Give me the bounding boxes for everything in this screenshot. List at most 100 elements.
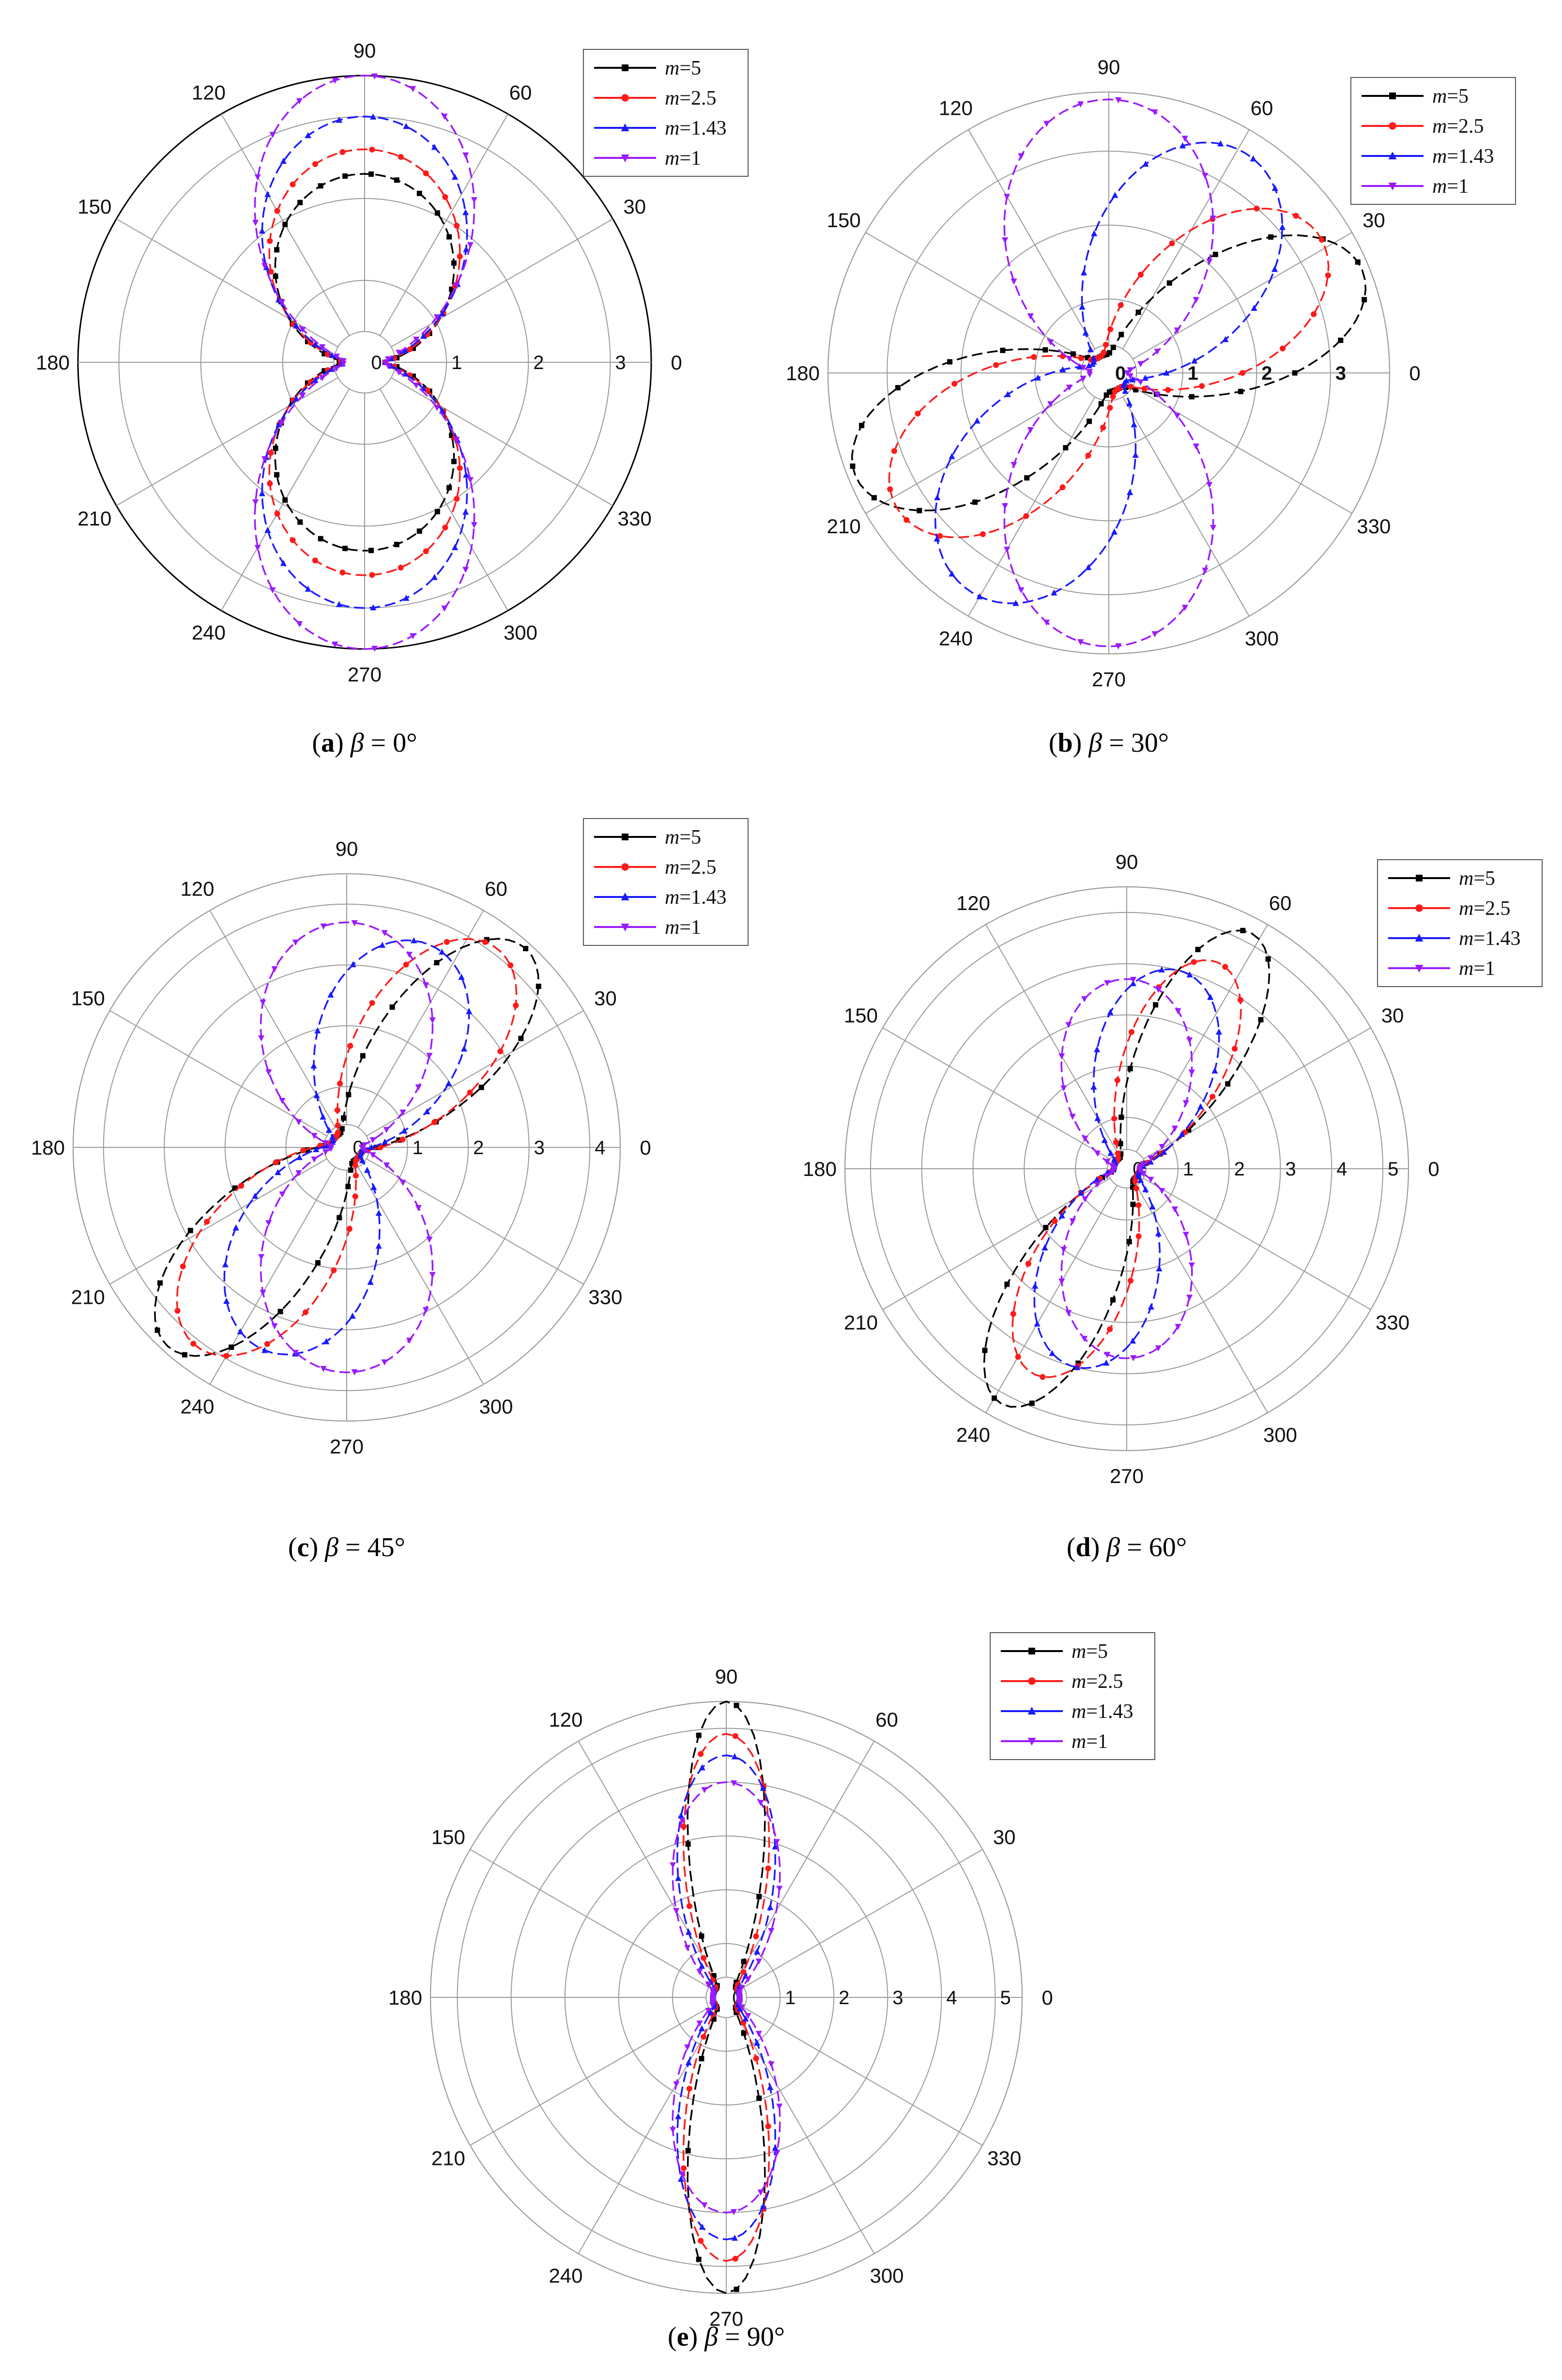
legend-label: m=1.43 (1072, 1700, 1133, 1723)
data-point (773, 2150, 781, 2157)
data-point (1040, 1374, 1046, 1380)
data-point (336, 116, 343, 123)
data-point (685, 1841, 691, 1847)
legend-marker (621, 155, 629, 163)
data-point (1137, 361, 1144, 368)
data-point (273, 1159, 279, 1166)
data-point (420, 332, 427, 339)
data-point (303, 1309, 309, 1315)
angle-label-120: 120 (549, 1708, 582, 1731)
data-point (332, 77, 338, 84)
data-point (1082, 1196, 1088, 1203)
caption-letter: c (297, 1532, 309, 1562)
data-point (685, 2148, 691, 2153)
data-point (1074, 1364, 1081, 1370)
data-point (444, 939, 450, 945)
data-point (679, 2171, 686, 2178)
data-point (1186, 1037, 1193, 1044)
data-point (267, 480, 273, 487)
data-point (394, 177, 399, 183)
data-point (398, 154, 404, 160)
legend-value: =2.5 (1086, 1670, 1123, 1693)
data-point (232, 1224, 239, 1231)
data-point (277, 1309, 283, 1314)
data-point (260, 999, 266, 1006)
data-point (1060, 1246, 1067, 1253)
data-point (1065, 1310, 1072, 1316)
radial-tick-1: 1 (451, 352, 462, 373)
data-point (457, 465, 463, 471)
data-point (1206, 482, 1213, 488)
data-point (274, 247, 280, 253)
angle-label-210: 210 (77, 507, 111, 530)
data-point (407, 346, 413, 353)
data-point (433, 404, 441, 411)
data-point (1110, 344, 1116, 350)
data-point (765, 1865, 771, 1871)
data-point (740, 1969, 747, 1975)
data-point (416, 528, 422, 534)
data-point (320, 923, 327, 930)
angle-label-30: 30 (594, 987, 617, 1010)
data-point (1077, 101, 1084, 108)
data-point (415, 1084, 422, 1091)
data-point (322, 351, 327, 356)
data-point (736, 2005, 743, 2011)
data-point (369, 1137, 376, 1144)
data-point (681, 2165, 687, 2171)
series-line-m1.43 (676, 1754, 776, 2241)
radial-tick-3: 3 (892, 1987, 903, 2009)
data-point (1081, 996, 1088, 1003)
legend-label: m=2.5 (1432, 115, 1484, 138)
data-point (295, 1119, 302, 1126)
data-point (339, 149, 346, 155)
legend-var: m (665, 826, 679, 849)
data-point (446, 485, 452, 491)
data-point (1251, 305, 1257, 311)
series-line-m5 (153, 938, 540, 1357)
data-point (1015, 1354, 1021, 1360)
angle-label-30: 30 (1381, 1004, 1404, 1027)
data-point (323, 1142, 330, 1149)
data-point (305, 339, 310, 344)
data-point (1127, 367, 1133, 373)
legend-label: m=1.43 (665, 886, 727, 909)
data-point (673, 1908, 680, 1915)
data-point (776, 2103, 783, 2110)
radial-tick-3: 3 (1285, 1159, 1296, 1180)
legend-label: m=1 (665, 916, 701, 939)
data-point (1258, 1017, 1264, 1022)
data-point (323, 1338, 330, 1345)
data-point (237, 1328, 244, 1334)
angle-label-270: 270 (1092, 668, 1126, 691)
radial-tick-4: 4 (946, 1987, 957, 2009)
data-point (347, 1043, 353, 1049)
data-point (734, 1702, 739, 1708)
data-point (264, 526, 271, 533)
data-point (434, 960, 440, 966)
data-point (730, 1780, 737, 1787)
data-point (282, 221, 288, 227)
data-point (358, 1148, 365, 1155)
data-point (431, 143, 438, 150)
data-point (507, 962, 514, 969)
data-point (369, 1000, 375, 1006)
data-point (453, 282, 460, 289)
radial-tick-2: 2 (1234, 1159, 1245, 1180)
data-point (352, 1162, 358, 1168)
data-point (1210, 1094, 1216, 1100)
data-point (1193, 297, 1199, 303)
angle-label-60: 60 (485, 878, 507, 900)
data-point (1103, 1173, 1110, 1180)
data-point (1318, 237, 1325, 243)
angle-label-0: 0 (671, 351, 682, 374)
legend-value: =1.43 (1086, 1700, 1133, 1723)
data-point (753, 1948, 761, 1955)
data-point (1136, 1168, 1144, 1175)
series-markers-m1.43 (222, 937, 473, 1357)
data-point (361, 1147, 368, 1154)
data-point (1107, 326, 1114, 332)
data-point (1279, 224, 1286, 230)
data-point (278, 299, 285, 306)
data-point (1032, 1283, 1039, 1289)
